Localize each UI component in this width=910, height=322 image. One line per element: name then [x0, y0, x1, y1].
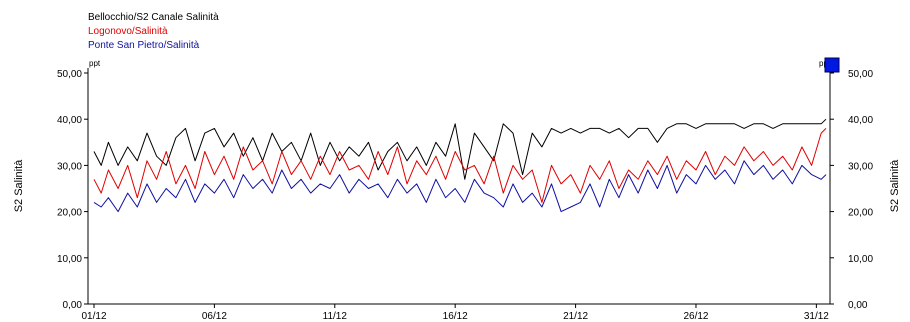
legend-entry-ponte-san-pietro: Ponte San Pietro/Salinità — [88, 40, 200, 51]
x-tick-label: 26/12 — [683, 311, 708, 322]
x-tick-label: 16/12 — [443, 311, 468, 322]
series-line-1 — [93, 128, 827, 203]
x-ticks: 01/12 06/12 11/12 16/12 21/12 26/12 31/12 — [81, 304, 829, 322]
right-y-tick-label: 50,00 — [848, 69, 873, 80]
legend: Bellocchio/S2 Canale Salinità Logonovo/S… — [88, 12, 219, 51]
series-line-2 — [93, 160, 827, 213]
x-tick-label: 11/12 — [323, 311, 348, 322]
left-y-tick-label: 40,00 — [57, 115, 82, 126]
right-y-ticks: 0,00 10,00 20,00 30,00 40,00 50,00 — [830, 69, 873, 311]
left-axis-title: S2 Salinità — [13, 159, 25, 212]
right-axis-handle[interactable] — [824, 57, 840, 73]
x-tick-label: 31/12 — [804, 311, 829, 322]
right-y-tick-label: 20,00 — [848, 208, 873, 219]
right-y-tick-label: 0,00 — [848, 300, 868, 311]
x-tick-label: 06/12 — [202, 311, 227, 322]
left-y-tick-label: 0,00 — [63, 300, 83, 311]
right-y-tick-label: 30,00 — [848, 161, 873, 172]
x-tick-label: 21/12 — [563, 311, 588, 322]
left-y-tick-label: 20,00 — [57, 208, 82, 219]
left-y-tick-label: 10,00 — [57, 254, 82, 265]
left-y-tick-label: 30,00 — [57, 161, 82, 172]
series-layer — [93, 118, 827, 213]
x-tick-label: 01/12 — [81, 311, 106, 322]
right-y-tick-label: 40,00 — [848, 115, 873, 126]
series-line-0 — [93, 118, 827, 180]
legend-entry-bellocchio: Bellocchio/S2 Canale Salinità — [88, 12, 219, 23]
left-y-ticks: 0,00 10,00 20,00 30,00 40,00 50,00 — [57, 69, 88, 311]
right-y-tick-label: 10,00 — [848, 254, 873, 265]
right-axis-title: S2 Salinità — [889, 159, 901, 212]
left-unit-label: ppt — [89, 59, 101, 68]
left-y-tick-label: 50,00 — [57, 69, 82, 80]
legend-entry-logonovo: Logonovo/Salinità — [88, 26, 168, 37]
